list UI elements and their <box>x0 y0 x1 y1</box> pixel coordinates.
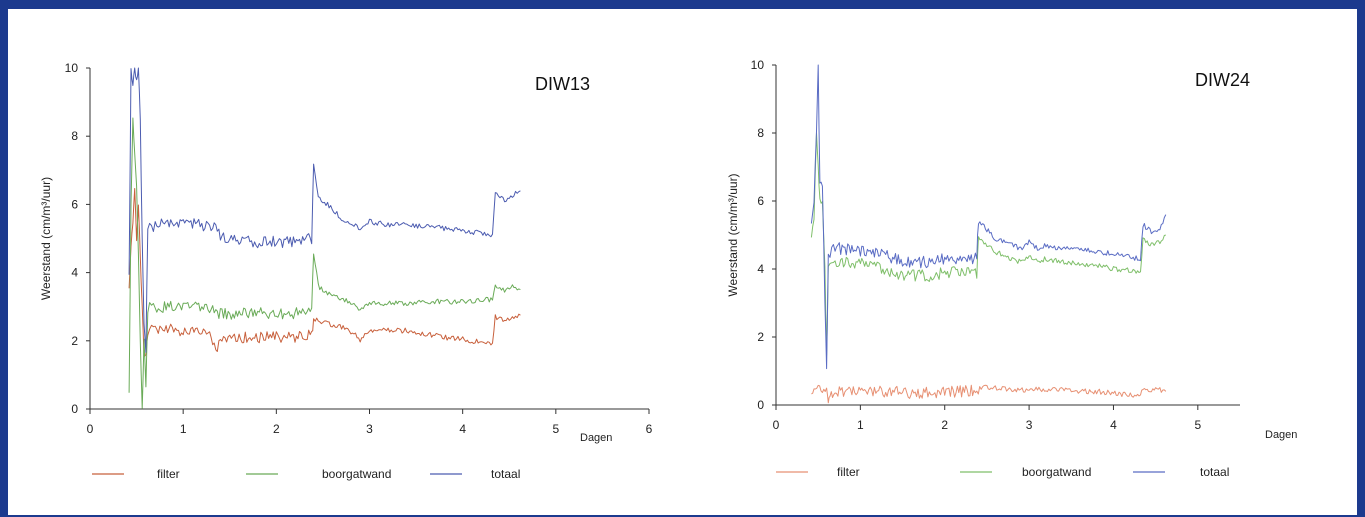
x-tick-label: 0 <box>773 418 780 432</box>
plot-title: DIW13 <box>535 74 590 94</box>
legend-label-filter: filter <box>837 465 860 479</box>
series-line-totaal <box>810 64 1167 370</box>
x-tick-label: 1 <box>857 418 864 432</box>
chart-1: 0 2 4 6 8 10 0 1 2 3 4 5 Dagen Weerstand (cm/m³/uur) D… <box>726 58 1297 479</box>
y-tick-label: 4 <box>71 266 78 280</box>
series-line-filter <box>811 384 1167 404</box>
x-tick-label: 5 <box>1194 418 1201 432</box>
y-tick-label: 6 <box>757 194 764 208</box>
x-tick-label: 5 <box>552 422 559 436</box>
x-tick-label: 0 <box>87 422 94 436</box>
x-tick-label: 1 <box>180 422 187 436</box>
plot-title: DIW24 <box>1195 70 1250 90</box>
legend-label-filter: filter <box>157 467 180 481</box>
y-tick-label: 6 <box>71 197 78 211</box>
x-tick-label: 2 <box>941 418 948 432</box>
legend-label-totaal: totaal <box>1200 465 1229 479</box>
x-tick-label: 4 <box>1110 418 1117 432</box>
x-tick-label: 3 <box>366 422 373 436</box>
y-tick-label: 0 <box>757 398 764 412</box>
y-tick-label: 10 <box>65 61 79 75</box>
y-axis-title: Weerstand (cm/m³/uur) <box>39 177 53 300</box>
series-line-boorgatwand <box>128 117 521 409</box>
legend-label-boorgatwand: boorgatwand <box>1022 465 1091 479</box>
x-tick-label: 4 <box>459 422 466 436</box>
y-tick-label: 2 <box>757 330 764 344</box>
series-line-totaal <box>128 67 521 353</box>
y-tick-label: 4 <box>757 262 764 276</box>
x-tick-label: 2 <box>273 422 280 436</box>
x-tick-label: 6 <box>646 422 653 436</box>
series-line-filter <box>128 188 521 357</box>
chart-0: 0 2 4 6 8 10 0 1 2 3 4 5 6 Dagen Weerstand (cm/m³/uur)… <box>39 61 653 481</box>
x-axis-title: Dagen <box>580 432 612 444</box>
x-tick-label: 3 <box>1026 418 1033 432</box>
y-tick-label: 8 <box>757 126 764 140</box>
y-tick-label: 0 <box>71 402 78 416</box>
y-tick-label: 2 <box>71 334 78 348</box>
x-axis-title: Dagen <box>1265 429 1297 441</box>
legend-label-totaal: totaal <box>491 467 520 481</box>
y-tick-label: 10 <box>751 58 765 72</box>
y-axis-title: Weerstand (cm/m³/uur) <box>726 173 740 296</box>
legend-label-boorgatwand: boorgatwand <box>322 467 391 481</box>
series-line-boorgatwand <box>810 132 1166 356</box>
y-tick-label: 8 <box>71 129 78 143</box>
